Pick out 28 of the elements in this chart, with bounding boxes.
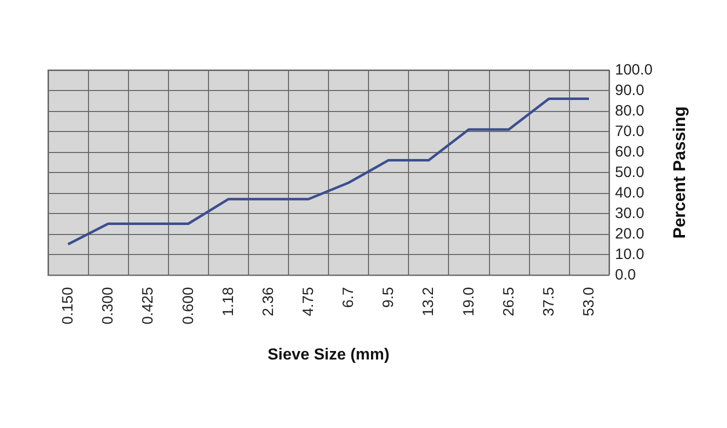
x-tick-label: 37.5 — [540, 287, 558, 316]
x-tick-label: 9.5 — [380, 287, 398, 308]
x-tick-label: 0.600 — [180, 287, 197, 325]
y-tick-label: 10.0 — [615, 246, 644, 263]
y-axis-title: Percent Passing — [670, 106, 689, 239]
y-tick-label: 80.0 — [615, 102, 644, 120]
x-tick-label: 53.0 — [580, 287, 598, 316]
x-tick-label: 6.7 — [340, 287, 358, 308]
y-tick-label: 60.0 — [615, 144, 644, 160]
x-axis-title: Sieve Size (mm) — [268, 346, 390, 364]
y-tick-label: 90.0 — [615, 82, 644, 99]
y-tick-label: 50.0 — [615, 164, 644, 181]
x-tick-label: 0.425 — [140, 287, 157, 325]
x-tick-label: 13.2 — [420, 287, 438, 316]
y-tick-label: 0.0 — [615, 266, 636, 284]
x-tick-label: 4.75 — [300, 287, 317, 316]
y-tick-label: 20.0 — [615, 226, 644, 242]
y-tick-label: 70.0 — [615, 123, 644, 140]
x-tick-label: 19.0 — [460, 287, 478, 316]
y-tick-label: 100.0 — [615, 62, 653, 78]
y-tick-label: 40.0 — [615, 184, 644, 202]
line-series — [66, 97, 590, 246]
x-tick-label: 1.18 — [220, 287, 237, 316]
y-tick-label: 30.0 — [615, 205, 644, 222]
x-tick-label: 2.36 — [260, 287, 277, 316]
x-tick-label: 0.300 — [100, 287, 117, 325]
x-tick-label: 26.5 — [500, 287, 518, 316]
x-tick-label: 0.150 — [60, 287, 77, 325]
